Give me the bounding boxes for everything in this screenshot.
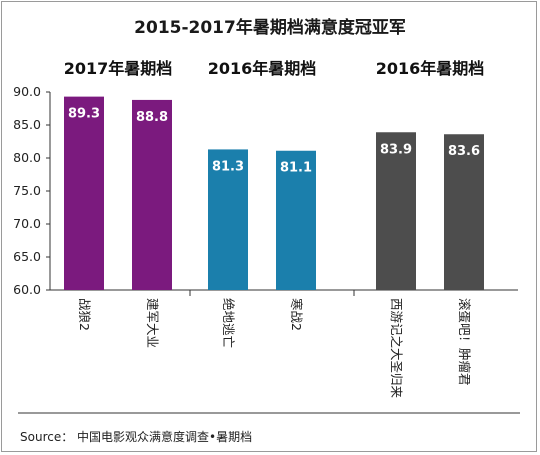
category-label: 西游记之大圣归来 <box>389 298 404 399</box>
bar <box>64 96 104 291</box>
category-label: 寒战2 <box>289 298 304 331</box>
chart-title: 2015-2017年暑期档满意度冠亚军 <box>134 17 406 38</box>
bar-value-label: 81.3 <box>212 159 244 174</box>
bar <box>376 132 416 290</box>
category-label: 战狼2 <box>77 298 92 331</box>
bar <box>208 149 248 290</box>
bar-value-label: 83.6 <box>448 144 480 159</box>
bar <box>444 134 484 290</box>
y-tick-label: 90.0 <box>13 84 41 99</box>
bar <box>276 150 316 290</box>
y-tick-label: 60.0 <box>13 282 41 297</box>
y-tick-label: 65.0 <box>13 249 41 264</box>
category-label: 绝地逃亡 <box>221 298 236 348</box>
bar-value-label: 81.1 <box>280 161 312 176</box>
y-tick-label: 85.0 <box>13 117 41 132</box>
bar-value-label: 83.9 <box>380 142 412 157</box>
group-title: 2017年暑期档 <box>64 59 173 78</box>
bar-value-label: 88.8 <box>136 110 168 125</box>
bar <box>132 99 172 290</box>
y-tick-label: 80.0 <box>13 150 41 165</box>
y-tick-labels: 60.0 65.0 70.0 75.0 80.0 85.0 90.0 <box>13 84 50 297</box>
y-tick-label: 75.0 <box>13 183 41 198</box>
y-tick-label: 70.0 <box>13 216 41 231</box>
bar-value-label: 89.3 <box>68 107 100 122</box>
category-label: 滚蛋吧！肿瘤君 <box>457 298 472 386</box>
category-label: 建军大业 <box>145 298 160 348</box>
group-title: 2016年暑期档 <box>376 59 485 78</box>
bar-groups: 2017年暑期档 89.3 战狼2 88.8 建军大业 2016年暑期档 81.3 绝地逃亡 8… <box>64 59 485 399</box>
source-note: Source： 中国电影观众满意度调查•暑期档 <box>20 429 252 444</box>
group-title: 2016年暑期档 <box>208 59 317 78</box>
